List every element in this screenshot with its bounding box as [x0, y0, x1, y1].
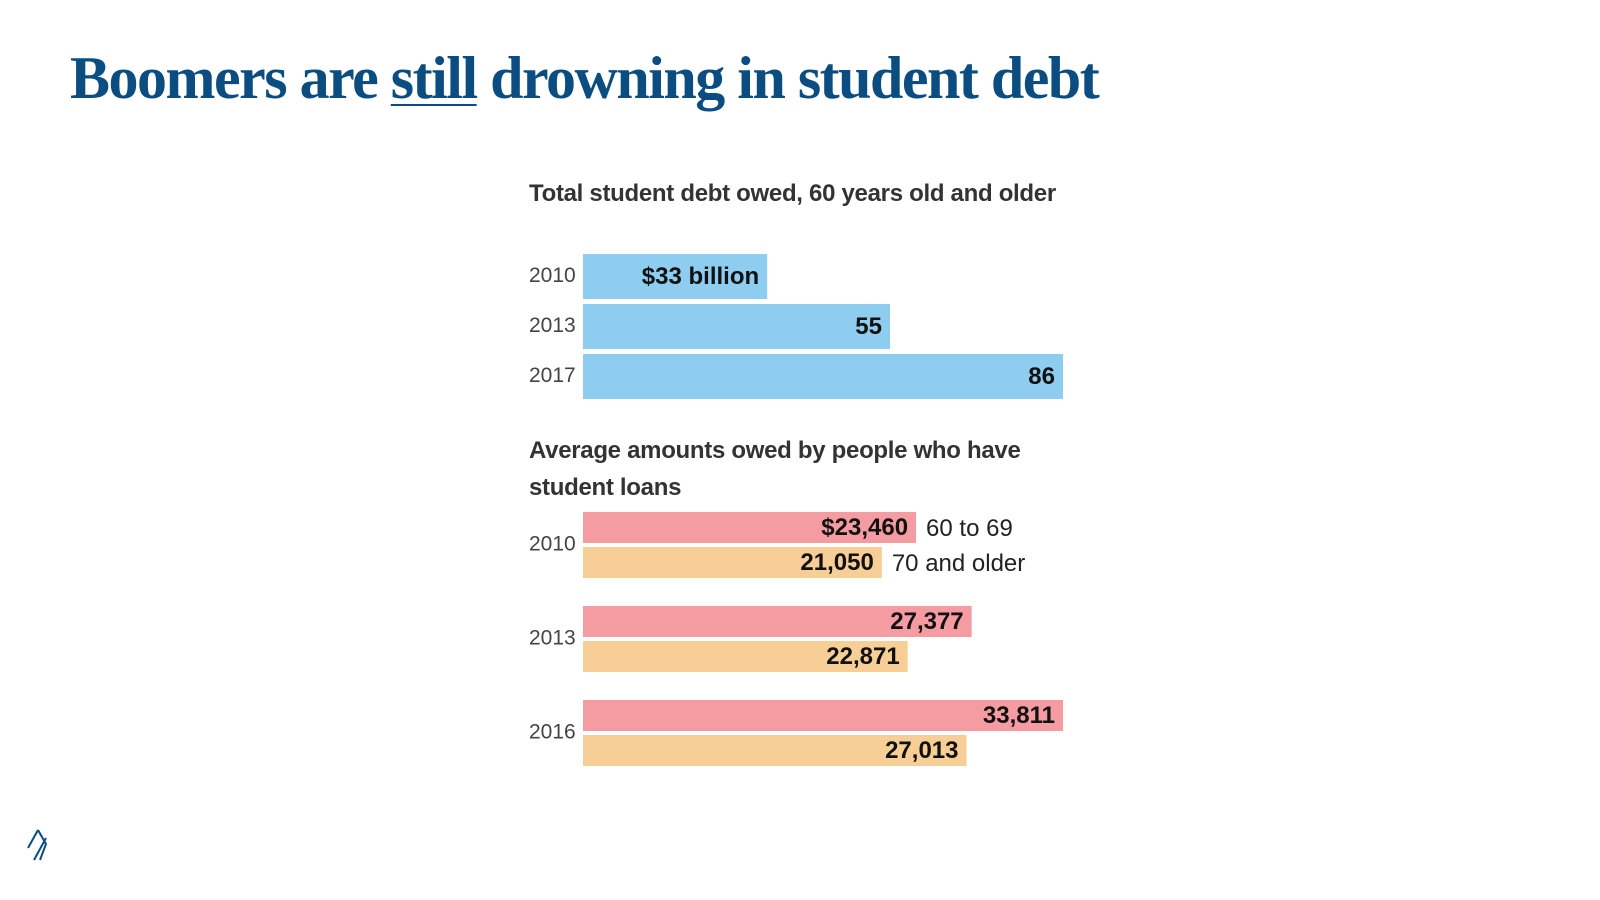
bar [583, 354, 1063, 399]
slide-title: Boomers are still drowning in student de… [70, 44, 1100, 113]
bar [583, 254, 768, 299]
legend-label: 70 and older [892, 550, 1025, 577]
bar [583, 512, 917, 543]
value-label: 55 [855, 313, 882, 340]
y-tick-label: 2016 [529, 721, 576, 744]
bar [583, 606, 972, 637]
title-emphasis: still [390, 45, 478, 111]
value-label: 86 [1028, 363, 1055, 390]
y-tick-label: 2013 [529, 627, 576, 650]
bar [583, 641, 908, 672]
value-label: $33 billion [642, 263, 759, 290]
chart-title: Total student debt owed, 60 years old an… [529, 180, 1056, 207]
value-label: $23,460 [821, 514, 908, 541]
legend-label: 60 to 69 [926, 515, 1013, 542]
bar [583, 304, 890, 349]
value-label: 33,811 [983, 702, 1055, 729]
bar [583, 547, 882, 578]
title-part: Boomers are [70, 45, 379, 111]
value-label: 22,871 [826, 643, 899, 670]
value-label: 21,050 [800, 549, 873, 576]
y-tick-label: 2010 [529, 264, 576, 287]
y-tick-label: 2017 [529, 364, 576, 387]
value-label: 27,377 [890, 608, 963, 635]
y-tick-label: 2010 [529, 533, 576, 556]
chart-title: Average amounts owed by people who have … [529, 437, 1021, 501]
bar [583, 700, 1063, 731]
value-label: 27,013 [885, 737, 958, 764]
y-tick-label: 2013 [529, 314, 576, 337]
bar [583, 735, 967, 766]
title-part: drowning in student debt [490, 45, 1100, 111]
logo [27, 829, 48, 861]
